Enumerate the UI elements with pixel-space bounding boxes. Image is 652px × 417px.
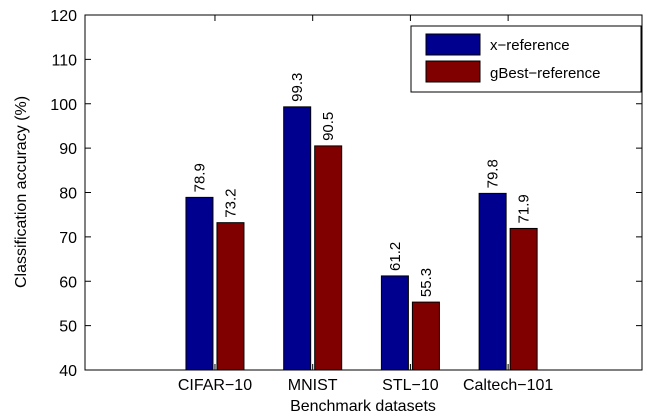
x-tick-label: STL−10 bbox=[382, 377, 439, 394]
y-tick-label: 60 bbox=[59, 274, 77, 291]
bar-gbest-reference bbox=[411, 301, 440, 371]
bar-gbest-reference bbox=[314, 145, 343, 371]
data-labels-layer: 78.9 73.2 99.3 90.5 61.2 55.3 79.8 71.9 bbox=[191, 73, 532, 297]
y-tick-label: 100 bbox=[50, 97, 77, 114]
legend-swatch-x-reference bbox=[425, 33, 481, 56]
y-axis: 40 50 60 70 80 90 100 110 120 bbox=[50, 8, 642, 380]
legend: x−reference gBest−reference bbox=[410, 25, 642, 93]
data-label: 90.5 bbox=[320, 112, 337, 141]
y-tick-label: 90 bbox=[59, 141, 77, 158]
x-tick-label: MNIST bbox=[288, 377, 338, 394]
bar-gbest-reference bbox=[509, 227, 538, 371]
bar-x-reference bbox=[283, 106, 312, 371]
data-label: 73.2 bbox=[222, 188, 239, 217]
data-label: 99.3 bbox=[289, 73, 306, 102]
y-tick-label: 120 bbox=[50, 8, 77, 25]
data-label: 71.9 bbox=[516, 194, 533, 223]
legend-label-gbest-reference: gBest−reference bbox=[490, 65, 601, 82]
y-tick-label: 110 bbox=[51, 52, 77, 69]
y-axis-title: Classification accuracy (%) bbox=[13, 96, 30, 288]
data-label: 79.8 bbox=[485, 159, 502, 188]
bar-x-reference bbox=[380, 275, 409, 371]
y-tick-label: 70 bbox=[59, 230, 77, 247]
bar-x-reference bbox=[478, 192, 507, 371]
legend-label-x-reference: x−reference bbox=[490, 37, 570, 54]
data-label: 78.9 bbox=[191, 163, 208, 192]
x-tick-label: CIFAR−10 bbox=[178, 377, 252, 394]
x-axis: CIFAR−10 MNIST STL−10 Caltech−101 bbox=[178, 15, 553, 394]
data-label: 61.2 bbox=[387, 242, 404, 271]
x-axis-title: Benchmark datasets bbox=[290, 398, 436, 415]
y-tick-label: 50 bbox=[59, 319, 77, 336]
bars-layer bbox=[185, 106, 538, 371]
y-tick-label: 40 bbox=[59, 363, 77, 380]
bar-gbest-reference bbox=[216, 222, 245, 371]
data-label: 55.3 bbox=[418, 268, 435, 297]
bar-x-reference bbox=[185, 196, 214, 371]
y-tick-label: 80 bbox=[59, 186, 77, 203]
legend-swatch-gbest-reference bbox=[425, 60, 481, 83]
x-tick-label: Caltech−101 bbox=[463, 377, 553, 394]
